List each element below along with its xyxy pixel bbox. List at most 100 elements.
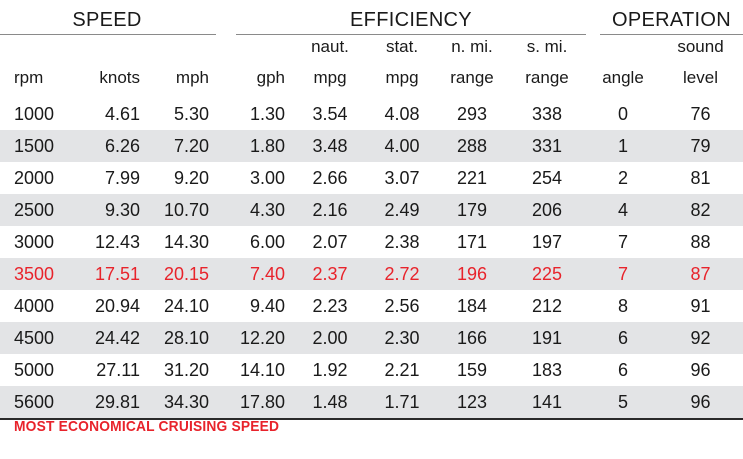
cell-gph: 9.40 <box>249 296 285 316</box>
cell-angle: 2 <box>617 168 628 188</box>
cell-stat-mpg: 2.30 <box>366 322 438 354</box>
cell-naut-mpg: 3.54 <box>312 104 348 124</box>
header-top-naut-mpg: naut. <box>311 37 349 56</box>
header-top-knots <box>70 36 152 58</box>
cell-smi-range: 338 <box>531 104 563 124</box>
cell-nmi-range: 179 <box>438 194 506 226</box>
cell-knots: 24.42 <box>70 322 152 354</box>
cell-stat-mpg: 2.49 <box>366 194 438 226</box>
cell-naut-mpg: 2.37 <box>294 258 366 290</box>
header-smi-range: range <box>525 68 569 87</box>
header-row-bottom: rpm knots mph gph mpg mpg range range an… <box>0 58 743 98</box>
header-angle: angle <box>602 68 644 87</box>
cell-knots: 17.51 <box>70 258 152 290</box>
table-row: 3500 17.51 20.15 7.40 2.37 2.72 196 225 7 87 <box>0 258 743 290</box>
group-rule-efficiency <box>236 34 586 35</box>
footnote: MOST ECONOMICAL CRUISING SPEED <box>14 418 280 435</box>
header-gph: gph <box>256 68 285 87</box>
group-title-speed: SPEED <box>72 9 142 31</box>
cell-angle: 8 <box>617 296 628 316</box>
cell-stat-mpg: 2.21 <box>384 360 420 380</box>
cell-gph: 14.10 <box>239 360 285 380</box>
cell-mph: 14.30 <box>163 232 209 252</box>
cell-gph: 4.30 <box>222 194 294 226</box>
table-row: 5000 27.11 31.20 14.10 1.92 2.21 159 183 6 96 <box>0 354 743 386</box>
cell-smi-range: 183 <box>531 360 563 380</box>
header-nmi-range: range <box>450 68 494 87</box>
cell-mph: 24.10 <box>163 296 209 316</box>
cell-rpm: 4000 <box>14 296 55 316</box>
cell-naut-mpg: 3.48 <box>294 130 366 162</box>
cell-angle: 1 <box>588 130 658 162</box>
cell-nmi-range: 221 <box>456 168 488 188</box>
cell-smi-range: 197 <box>531 232 563 252</box>
cell-naut-mpg: 2.00 <box>294 322 366 354</box>
header-row-top: naut. stat. n. mi. s. mi. sound <box>0 36 743 58</box>
cell-mph: 7.20 <box>152 130 222 162</box>
cell-mph: 5.30 <box>173 104 209 124</box>
cell-rpm: 5600 <box>0 386 70 420</box>
cell-rpm: 5000 <box>14 360 55 380</box>
cell-knots: 4.61 <box>104 104 140 124</box>
cell-angle: 4 <box>588 194 658 226</box>
cell-angle: 6 <box>588 322 658 354</box>
table-row: 1000 4.61 5.30 1.30 3.54 4.08 293 338 0 76 <box>0 98 743 130</box>
cell-mph: 9.20 <box>173 168 209 188</box>
cell-rpm: 2000 <box>14 168 55 188</box>
header-top-mph <box>152 36 222 58</box>
header-sound-level: level <box>683 68 718 87</box>
cell-mph: 10.70 <box>152 194 222 226</box>
cell-rpm: 3500 <box>0 258 70 290</box>
cell-knots: 27.11 <box>96 360 140 380</box>
cell-sound-level: 76 <box>690 104 711 124</box>
header-top-nmi-range: n. mi. <box>451 37 493 56</box>
group-title-operation: OPERATION <box>611 9 731 31</box>
cell-smi-range: 254 <box>531 168 563 188</box>
cell-sound-level: 82 <box>658 194 743 226</box>
table-row: 1500 6.26 7.20 1.80 3.48 4.00 288 331 1 79 <box>0 130 743 162</box>
cell-smi-range: 225 <box>506 258 588 290</box>
cell-knots: 6.26 <box>70 130 152 162</box>
cell-sound-level: 79 <box>658 130 743 162</box>
cell-gph: 1.80 <box>222 130 294 162</box>
cell-nmi-range: 288 <box>438 130 506 162</box>
cell-gph: 6.00 <box>249 232 285 252</box>
cell-angle: 7 <box>617 232 628 252</box>
group-rule-speed <box>0 34 216 35</box>
cell-knots: 20.94 <box>94 296 140 316</box>
cell-angle: 7 <box>588 258 658 290</box>
header-top-stat-mpg: stat. <box>385 37 419 56</box>
cell-mph: 20.15 <box>152 258 222 290</box>
cell-knots: 9.30 <box>70 194 152 226</box>
cell-smi-range: 191 <box>506 322 588 354</box>
table-row: 4500 24.42 28.10 12.20 2.00 2.30 166 191 6 92 <box>0 322 743 354</box>
cell-smi-range: 206 <box>506 194 588 226</box>
header-top-angle <box>588 36 658 58</box>
cell-gph: 1.30 <box>249 104 285 124</box>
header-stat-mpg: mpg <box>385 68 419 87</box>
cell-sound-level: 87 <box>658 258 743 290</box>
cell-smi-range: 212 <box>531 296 563 316</box>
cell-knots: 7.99 <box>104 168 140 188</box>
cell-nmi-range: 293 <box>456 104 488 124</box>
cell-naut-mpg: 2.66 <box>312 168 348 188</box>
header-top-sound-level: sound <box>677 37 724 56</box>
cell-stat-mpg: 3.07 <box>384 168 420 188</box>
cell-smi-range: 331 <box>506 130 588 162</box>
header-top-smi-range: s. mi. <box>526 37 568 56</box>
performance-table: naut. stat. n. mi. s. mi. sound rpm knot… <box>0 36 743 420</box>
cell-gph: 12.20 <box>222 322 294 354</box>
cell-gph: 17.80 <box>222 386 294 420</box>
cell-rpm: 3000 <box>14 232 55 252</box>
cell-sound-level: 81 <box>690 168 711 188</box>
cell-knots: 29.81 <box>70 386 152 420</box>
cell-rpm: 4500 <box>0 322 70 354</box>
cell-rpm: 1500 <box>0 130 70 162</box>
table-row: 2000 7.99 9.20 3.00 2.66 3.07 221 254 2 81 <box>0 162 743 194</box>
header-knots: knots <box>99 68 140 87</box>
cell-gph: 7.40 <box>222 258 294 290</box>
cell-stat-mpg: 2.72 <box>366 258 438 290</box>
cell-sound-level: 96 <box>690 360 711 380</box>
cell-stat-mpg: 2.56 <box>384 296 420 316</box>
cell-sound-level: 92 <box>658 322 743 354</box>
